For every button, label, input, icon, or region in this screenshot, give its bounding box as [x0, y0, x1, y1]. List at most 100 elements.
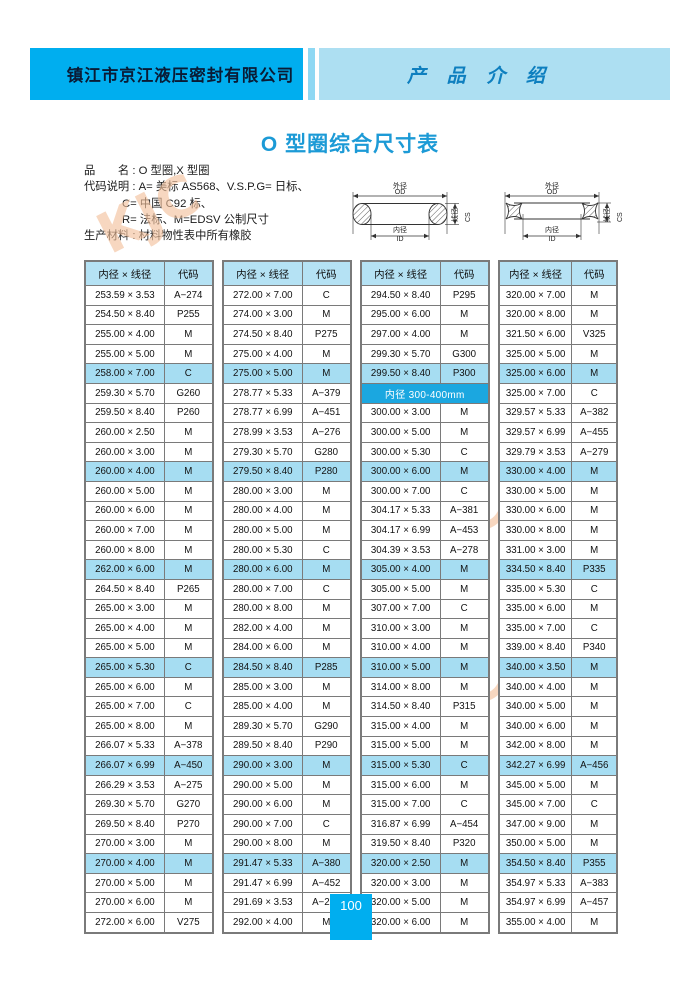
table-row: 290.00 × 6.00 M: [222, 794, 351, 816]
table-row: 280.00 × 7.00 C: [222, 578, 351, 600]
cell-code: M: [163, 422, 213, 443]
cell-size: 266.07 × 6.99: [85, 755, 165, 776]
header-code: 代码: [301, 261, 351, 286]
x-ring-svg: [504, 192, 611, 240]
cell-size: 260.00 × 2.50: [85, 422, 165, 443]
cell-size: 266.29 × 3.53: [85, 774, 165, 796]
table-row: 274.50 × 8.40 P275: [222, 324, 351, 345]
table-header-row: 内径 × 线径 代码: [498, 261, 617, 286]
cell-size: 274.50 × 8.40: [222, 324, 303, 345]
cell-code: M: [571, 716, 617, 737]
table-row: 290.00 × 7.00 C: [222, 814, 351, 835]
table-row: 345.00 × 7.00 C: [498, 794, 617, 816]
cell-code: P260: [163, 402, 213, 424]
cell-code: G290: [301, 716, 351, 737]
cell-code: A−278: [439, 539, 489, 561]
cell-code: C: [439, 794, 489, 816]
cell-size: 329.79 × 3.53: [498, 441, 573, 463]
cell-size: 329.57 × 5.33: [498, 402, 573, 424]
cell-code: A−456: [571, 755, 617, 776]
cell-code: C: [301, 285, 351, 306]
cell-size: 315.00 × 5.00: [360, 735, 441, 757]
table-row: 275.00 × 5.00 M: [222, 363, 351, 384]
table-row: 304.39 × 3.53 A−278: [360, 539, 489, 561]
cell-size: 320.00 × 2.50: [360, 853, 441, 874]
cell-size: 265.00 × 4.00: [85, 618, 165, 639]
table-row: 330.00 × 6.00 M: [498, 500, 617, 522]
table-row: 320.00 × 6.00 M: [360, 912, 489, 933]
table-row: 329.57 × 6.99 A−455: [498, 422, 617, 443]
cell-size: 335.00 × 6.00: [498, 598, 573, 620]
table-row: 300.00 × 3.00 M: [360, 402, 489, 424]
table-row: 266.07 × 5.33 A−378: [85, 735, 213, 757]
cell-size: 316.87 × 6.99: [360, 814, 441, 835]
cell-code: A−279: [571, 441, 617, 463]
cell-size: 300.00 × 3.00: [360, 402, 441, 424]
table-column-1: 内径 × 线径 代码 253.59 × 3.53 A−274 254.50 × 8.40…: [84, 260, 214, 934]
table-row: 340.00 × 6.00 M: [498, 716, 617, 737]
cell-code: G280: [301, 441, 351, 463]
cell-code: A−382: [571, 402, 617, 424]
table-row: 305.00 × 4.00 M: [360, 559, 489, 580]
cell-size: 290.00 × 5.00: [222, 774, 303, 796]
cell-code: M: [301, 696, 351, 718]
cell-size: 291.47 × 5.33: [222, 853, 303, 874]
table-row: 354.50 × 8.40 P355: [498, 853, 617, 874]
cell-code: M: [439, 735, 489, 757]
cell-size: 325.00 × 6.00: [498, 363, 573, 384]
cell-code: M: [571, 912, 617, 933]
cell-code: M: [439, 559, 489, 580]
cell-code: C: [571, 794, 617, 816]
cell-size: 260.00 × 4.00: [85, 461, 165, 482]
cell-size: 340.00 × 6.00: [498, 716, 573, 737]
company-name: 镇江市京江液压密封有限公司: [66, 66, 295, 85]
spec-line-material: 生产材料 : 材料物性表中所有橡胶: [84, 230, 252, 243]
cell-code: M: [571, 285, 617, 306]
cell-code: V325: [571, 324, 617, 345]
cs-label-cn: 线径: [604, 208, 611, 222]
cell-size: 260.00 × 5.00: [85, 480, 165, 502]
cell-size: 284.50 × 8.40: [222, 657, 303, 678]
cell-code: M: [439, 422, 489, 443]
table-row: 334.50 × 8.40 P335: [498, 559, 617, 580]
cell-size: 255.00 × 4.00: [85, 324, 165, 345]
cell-size: 275.00 × 4.00: [222, 343, 303, 365]
table-row: 289.50 × 8.40 P290: [222, 735, 351, 757]
cell-size: 354.97 × 6.99: [498, 892, 573, 913]
cs-label-en: CS: [465, 212, 472, 222]
table-row: 290.00 × 5.00 M: [222, 774, 351, 796]
cell-code: M: [163, 892, 213, 913]
cell-size: 304.39 × 3.53: [360, 539, 441, 561]
cell-size: 297.00 × 4.00: [360, 324, 441, 345]
cell-code: P315: [439, 696, 489, 718]
cell-size: 307.00 × 7.00: [360, 598, 441, 620]
table-row: 260.00 × 5.00 M: [85, 480, 213, 502]
table-row: 335.00 × 7.00 C: [498, 618, 617, 639]
table-row: 260.00 × 4.00 M: [85, 461, 213, 482]
cell-size: 342.27 × 6.99: [498, 755, 573, 776]
cell-size: 253.59 × 3.53: [85, 285, 165, 306]
table-row: 320.00 × 3.00 M: [360, 872, 489, 894]
table-row: 335.00 × 6.00 M: [498, 598, 617, 620]
cell-code: M: [439, 676, 489, 698]
cell-code: M: [301, 363, 351, 384]
cell-size: 290.00 × 8.00: [222, 833, 303, 855]
cell-size: 270.00 × 4.00: [85, 853, 165, 874]
table-row: 291.47 × 6.99 A−452: [222, 872, 351, 894]
cell-size: 278.99 × 3.53: [222, 422, 303, 443]
id-label-en: ID: [396, 236, 404, 243]
page-banner: 镇江市京江液压密封有限公司 产 品 介 绍: [30, 48, 670, 100]
cell-size: 280.00 × 6.00: [222, 559, 303, 580]
cell-code: M: [571, 539, 617, 561]
table-row: 258.00 × 7.00 C: [85, 363, 213, 384]
cell-code: A−383: [571, 872, 617, 894]
cell-size: 269.30 × 5.70: [85, 794, 165, 816]
cell-size: 345.00 × 5.00: [498, 774, 573, 796]
cell-size: 260.00 × 7.00: [85, 520, 165, 541]
table-row: 260.00 × 2.50 M: [85, 422, 213, 443]
id-label-cn: 内径: [393, 227, 407, 234]
cell-code: P290: [301, 735, 351, 757]
cell-code: M: [571, 833, 617, 855]
table-row: 264.50 × 8.40 P265: [85, 578, 213, 600]
cell-code: A−274: [163, 285, 213, 306]
